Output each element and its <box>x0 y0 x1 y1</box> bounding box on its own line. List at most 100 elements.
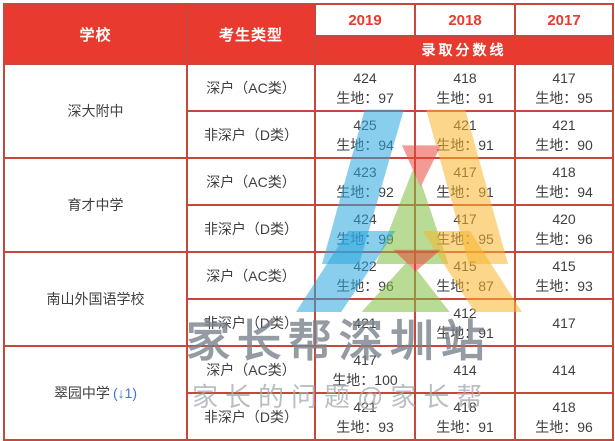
score-cell: 418 生地：94 <box>514 157 614 206</box>
score-cell: 421 生地：93 <box>314 392 416 441</box>
school-name-cell: 育才中学 <box>3 157 188 253</box>
bio-geo-score: 生地：96 <box>535 230 593 247</box>
score-cell: 424 生地：97 <box>314 63 416 112</box>
score-value: 418 <box>453 398 477 415</box>
score-cell: 412 生地：91 <box>414 298 516 347</box>
header-row-scoreline: 录取分数线 <box>4 35 614 65</box>
table-row: 育才中学 深户（AC类） 423 生地：92 417 生地：91 418 生地：… <box>3 157 614 253</box>
score-value: 421 <box>353 314 377 331</box>
score-cell: 417 生地：95 <box>514 63 614 112</box>
score-cell: 417 生地：100 <box>314 345 416 394</box>
score-value: 414 <box>552 361 576 378</box>
bio-geo-score: 生地：95 <box>535 89 593 106</box>
score-cell: 420 生地：96 <box>514 204 614 253</box>
candidate-type-cell: 非深户（D类） <box>186 392 316 441</box>
school-name-cell: 深大附中 <box>3 63 188 159</box>
bio-geo-score: 生地：94 <box>535 183 593 200</box>
school-name-text: 深大附中 <box>67 103 124 119</box>
table-row: 翠园中学 (↓1) 深户（AC类） 417 生地：100 414 414 <box>3 345 614 441</box>
school-name-text: 翠园中学 <box>53 385 110 401</box>
bio-geo-score: 生地：91 <box>436 418 494 435</box>
school-name-cell: 南山外国语学校 <box>3 251 188 347</box>
bio-geo-score: 生地：92 <box>336 183 394 200</box>
score-cell: 414 <box>414 345 516 394</box>
score-value: 417 <box>453 210 477 227</box>
bio-geo-score: 生地：91 <box>436 89 494 106</box>
school-name-text: 育才中学 <box>67 197 124 213</box>
bio-geo-score: 生地：94 <box>336 136 394 153</box>
candidate-type-cell: 非深户（D类） <box>186 110 316 159</box>
score-cell: 418 生地：96 <box>514 392 614 441</box>
score-cell: 423 生地：92 <box>314 157 416 206</box>
score-value: 423 <box>353 163 377 180</box>
score-value: 418 <box>552 398 576 415</box>
candidate-type-cell: 深户（AC类） <box>186 345 316 394</box>
score-line-banner: 录取分数线 <box>314 35 614 65</box>
score-value: 417 <box>353 351 377 368</box>
score-value: 425 <box>353 116 377 133</box>
score-cell: 418 生地：91 <box>414 63 516 112</box>
score-value: 415 <box>453 257 477 274</box>
admission-score-table: 学校 考生类型 2019 2018 2017 录取分数线 深大附中 深户（AC类… <box>3 3 614 441</box>
bio-geo-score: 生地：90 <box>535 136 593 153</box>
score-value: 421 <box>353 398 377 415</box>
bio-geo-score: 生地：99 <box>336 230 394 247</box>
table-header: 学校 考生类型 2019 2018 2017 录取分数线 <box>3 3 614 65</box>
column-header-2019: 2019 <box>314 3 416 37</box>
score-value: 418 <box>552 163 576 180</box>
score-value: 417 <box>453 163 477 180</box>
column-header-2018: 2018 <box>414 3 516 37</box>
score-value: 424 <box>353 210 377 227</box>
score-value: 424 <box>353 69 377 86</box>
school-name-cell: 翠园中学 (↓1) <box>3 345 188 441</box>
bio-geo-score: 生地：100 <box>332 371 398 388</box>
bio-geo-score: 生地：96 <box>336 277 394 294</box>
score-value: 412 <box>453 304 477 321</box>
bio-geo-score: 生地：97 <box>336 89 394 106</box>
bio-geo-score: 生地：91 <box>436 136 494 153</box>
score-cell: 424 生地：99 <box>314 204 416 253</box>
header-row-years: 学校 考生类型 2019 2018 2017 <box>3 3 614 65</box>
candidate-type-cell: 非深户（D类） <box>186 298 316 347</box>
score-cell: 415 生地：87 <box>414 251 516 300</box>
score-cell: 414 <box>514 345 614 394</box>
score-cell: 421 生地：90 <box>514 110 614 159</box>
score-cell: 417 <box>514 298 614 347</box>
score-value: 421 <box>453 116 477 133</box>
score-value: 420 <box>552 210 576 227</box>
column-header-candidate-type: 考生类型 <box>186 3 316 65</box>
column-header-2017: 2017 <box>514 3 614 37</box>
bio-geo-score: 生地：96 <box>535 418 593 435</box>
school-rank-note: (↓1) <box>112 385 138 401</box>
score-cell: 415 生地：93 <box>514 251 614 300</box>
bio-geo-score: 生地：95 <box>436 230 494 247</box>
bio-geo-score: 生地：87 <box>436 277 494 294</box>
score-value: 417 <box>552 314 576 331</box>
score-cell: 422 生地：96 <box>314 251 416 300</box>
bio-geo-score: 生地：93 <box>336 418 394 435</box>
score-value: 418 <box>453 69 477 86</box>
column-header-school: 学校 <box>3 3 188 65</box>
candidate-type-cell: 非深户（D类） <box>186 204 316 253</box>
score-cell: 421 生地：91 <box>414 110 516 159</box>
score-value: 417 <box>552 69 576 86</box>
score-cell: 417 生地：91 <box>414 157 516 206</box>
bio-geo-score: 生地：91 <box>436 324 494 341</box>
score-value: 422 <box>353 257 377 274</box>
score-value: 421 <box>552 116 576 133</box>
school-name-text: 南山外国语学校 <box>46 291 145 307</box>
bio-geo-score: 生地：93 <box>535 277 593 294</box>
candidate-type-cell: 深户（AC类） <box>186 63 316 112</box>
score-value: 414 <box>453 361 477 378</box>
candidate-type-cell: 深户（AC类） <box>186 157 316 206</box>
table-row: 非深户（D类） 421 生地：93 418 生地：91 418 生地：96 <box>4 392 614 441</box>
score-cell: 417 生地：95 <box>414 204 516 253</box>
score-cell: 418 生地：91 <box>414 392 516 441</box>
candidate-type-cell: 深户（AC类） <box>186 251 316 300</box>
bio-geo-score: 生地：91 <box>436 183 494 200</box>
table-row: 南山外国语学校 深户（AC类） 422 生地：96 415 生地：87 415 … <box>3 251 614 347</box>
score-cell: 425 生地：94 <box>314 110 416 159</box>
table-row: 深大附中 深户（AC类） 424 生地：97 418 生地：91 417 生地：… <box>3 63 614 159</box>
score-value: 415 <box>552 257 576 274</box>
